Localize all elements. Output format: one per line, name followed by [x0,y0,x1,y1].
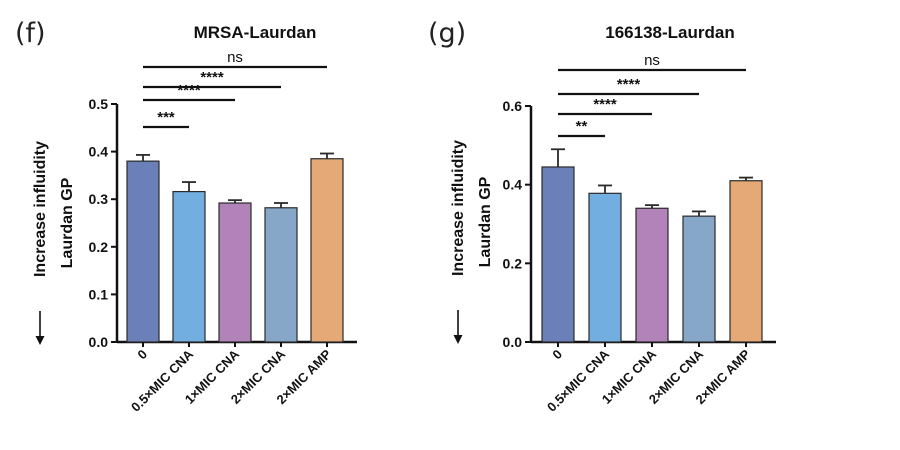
significance-label: **** [200,69,224,86]
y-axis-label: Laurdan GP [477,176,494,267]
bar [310,158,344,343]
bar [172,190,206,343]
chart-panel-g: (g) 166138-Laurdan 0.0 0.2 0.4 0.6 Increase in… [428,18,776,415]
y-tick-label: 0.1 [89,286,109,302]
y-axis-arrow-text: Increase influidity [32,141,49,277]
y-tick-label: 0.5 [89,96,109,112]
panel-label: (g) [428,18,466,49]
chart-title: 166138-Laurdan [605,23,734,42]
y-axis-arrow-label: Increase influidity [32,141,49,345]
y-axis-label-group: Laurdan GP [59,177,76,268]
y-tick-label: 0.3 [89,191,109,207]
y-axis-arrow-text: Increase influidity [450,140,467,276]
y-arrow-head [453,335,463,344]
y-tick-label: 0.0 [89,334,109,350]
significance-label: ns [644,52,660,69]
bar [729,180,763,343]
significance-label: ns [227,49,243,66]
bar [218,202,252,343]
y-arrow-head [35,336,45,345]
y-tick-label: 0.4 [89,144,109,160]
significance-label: **** [177,82,201,99]
panel-label: (f) [15,18,46,49]
chart-title: MRSA-Laurdan [194,23,317,42]
y-axis-label-group: Laurdan GP [477,176,494,267]
bar [635,207,669,343]
bar [264,207,298,343]
x-category-label: 0 [134,347,150,363]
y-tick-label: 0.6 [503,98,523,114]
significance-label: *** [157,109,175,126]
bar [588,192,622,343]
bar [126,160,160,343]
y-axis-label: Laurdan GP [59,177,76,268]
significance-label: ** [576,118,588,135]
y-axis-arrow-label: Increase influidity [450,140,467,344]
significance-label: **** [593,96,617,113]
bar [541,166,575,343]
x-category-label: 0 [549,347,565,363]
chart-panel-f: (f) MRSA-Laurdan 0.0 0.1 0.2 0.3 0.4 0.5 Increas… [15,18,357,415]
bar [682,215,716,343]
significance-label: **** [617,76,641,93]
y-tick-label: 0.4 [503,177,523,193]
y-tick-label: 0.0 [503,334,523,350]
y-tick-label: 0.2 [89,239,109,255]
y-tick-label: 0.2 [503,255,523,271]
